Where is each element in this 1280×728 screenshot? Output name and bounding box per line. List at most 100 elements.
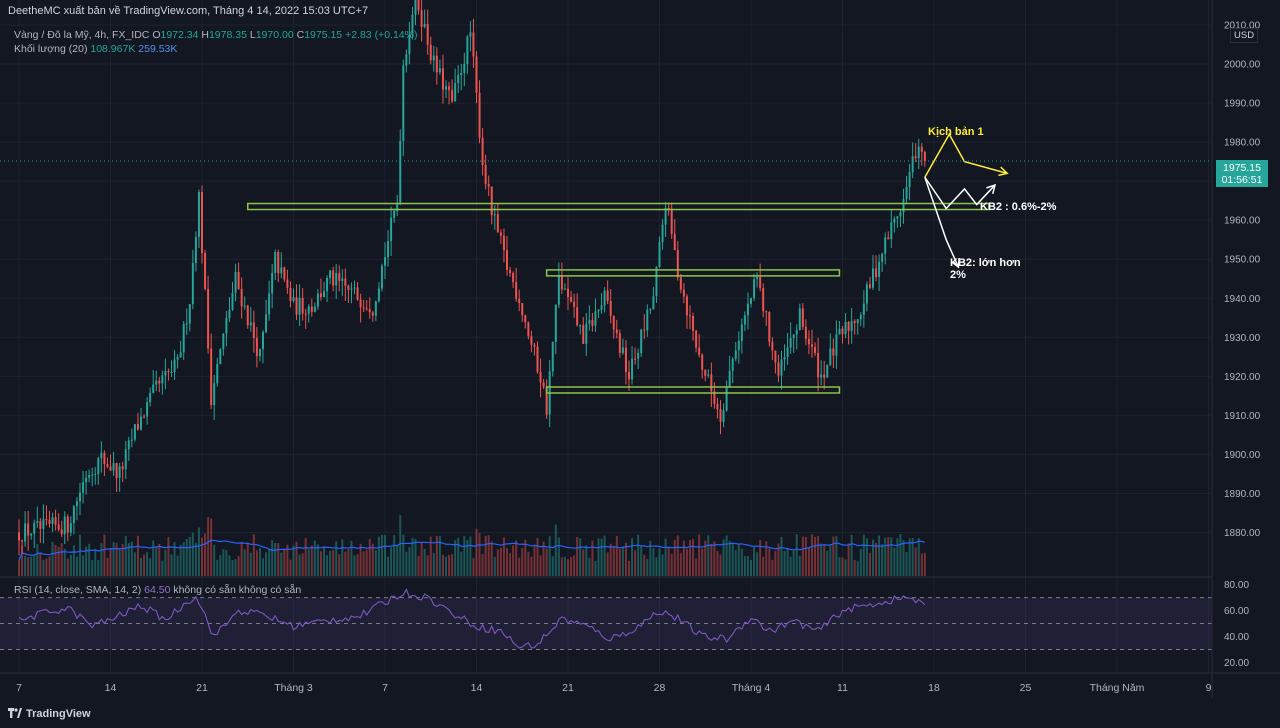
time-tick-label: Tháng 4 [732,682,771,694]
candle-body [667,207,670,209]
volume-bar [676,535,679,576]
volume-bar [234,559,237,576]
candle-body [57,524,60,530]
candle-body [179,352,182,357]
volume-bar [634,550,637,576]
volume-bar [896,538,899,576]
candle-body [451,89,454,102]
candle-body [158,380,161,384]
volume-bar [140,557,142,576]
candle-body [695,330,698,348]
candle-body [155,380,158,385]
volume-bar [533,545,536,576]
volume-bar [402,534,405,576]
volume-bar [667,547,670,576]
low-value: 1970.00 [255,29,294,41]
volume-bar [97,559,100,576]
volume-bar [600,538,603,576]
candle-body [112,463,115,471]
volume-bar [69,554,72,576]
candle-body [609,301,612,316]
candle-body [426,23,429,45]
candle-body [286,279,289,288]
candle-body [524,315,527,323]
volume-bar [405,551,408,576]
rsi-band [0,597,1212,650]
candle-body [701,354,704,370]
volume-bar [841,557,844,576]
candle-body [853,320,856,324]
price-tick-label: 1950.00 [1224,255,1261,266]
candle-body [771,341,774,351]
candle-body [515,282,518,299]
candle-body [390,217,393,242]
volume-bar [201,537,203,576]
volume-bar [36,544,39,576]
rsi-na-1: không có sẵn [173,584,236,596]
volume-bar [27,557,30,576]
price-tick-label: 1910.00 [1224,411,1261,422]
volume-bar [158,543,161,576]
volume-bar [838,557,841,576]
candle-body [432,55,435,61]
currency-label[interactable]: USD [1230,28,1259,43]
volume-bar [521,547,524,576]
candle-body [899,212,902,217]
volume-bar [609,543,612,576]
rsi-value: 64.50 [144,584,171,596]
candle-body [445,86,447,90]
candle-body [847,322,850,331]
candle-body [268,293,271,315]
volume-bar [258,548,261,576]
candle-body [265,314,268,333]
volume-bar [118,548,121,576]
candle-body [917,146,920,159]
candle-body [255,338,258,357]
volume-bar [307,549,310,576]
candle-body [353,287,356,289]
symbol-legend[interactable]: Vàng / Đô la Mỹ, 4h, FX_IDC O1972.34 H19… [14,29,417,41]
candle-body [881,253,884,262]
volume-bar [496,549,499,576]
candle-body [740,324,743,341]
candle-body [624,347,627,372]
candle-body [820,374,823,378]
volume-bar [820,543,823,576]
rsi-legend[interactable]: RSI (14, close, SMA, 14, 2) 64.50 không … [14,584,301,596]
candle-body [368,309,371,313]
volume-bar [606,552,609,576]
volume-bar [783,550,786,576]
volume-bar [512,545,515,576]
candle-body [902,199,905,213]
candle-body [725,387,728,411]
candle-body [249,322,252,326]
volume-bar [789,556,792,576]
volume-bar [756,552,759,576]
candle-body [130,439,133,441]
volume-legend[interactable]: Khối lượng (20) 108.967K 259.53K [14,43,177,55]
candle-body [88,475,91,478]
price-tick-label: 1880.00 [1224,528,1261,539]
volume-bar [149,558,152,576]
candle-body [530,336,533,345]
volume-bar [853,560,856,576]
candle-body [567,288,569,298]
volume-bar [136,535,139,576]
volume-bar [112,542,115,576]
candle-body [597,309,600,312]
candle-body [402,65,405,142]
candle-body [841,328,844,335]
open-label: O [152,29,161,41]
tradingview-footer[interactable]: TradingView [8,708,91,720]
candle-body [204,253,207,289]
annotation-kb2b-line1: KB2: lớn hơn [950,257,1021,269]
volume-bar [801,536,804,576]
candle-body [231,292,234,310]
candle-body [176,356,179,360]
candle-body [396,202,399,211]
volume-bar [524,539,527,576]
volume-bar [908,538,911,576]
scenario-kb2-arrowhead [986,183,997,194]
candle-body [280,267,283,274]
